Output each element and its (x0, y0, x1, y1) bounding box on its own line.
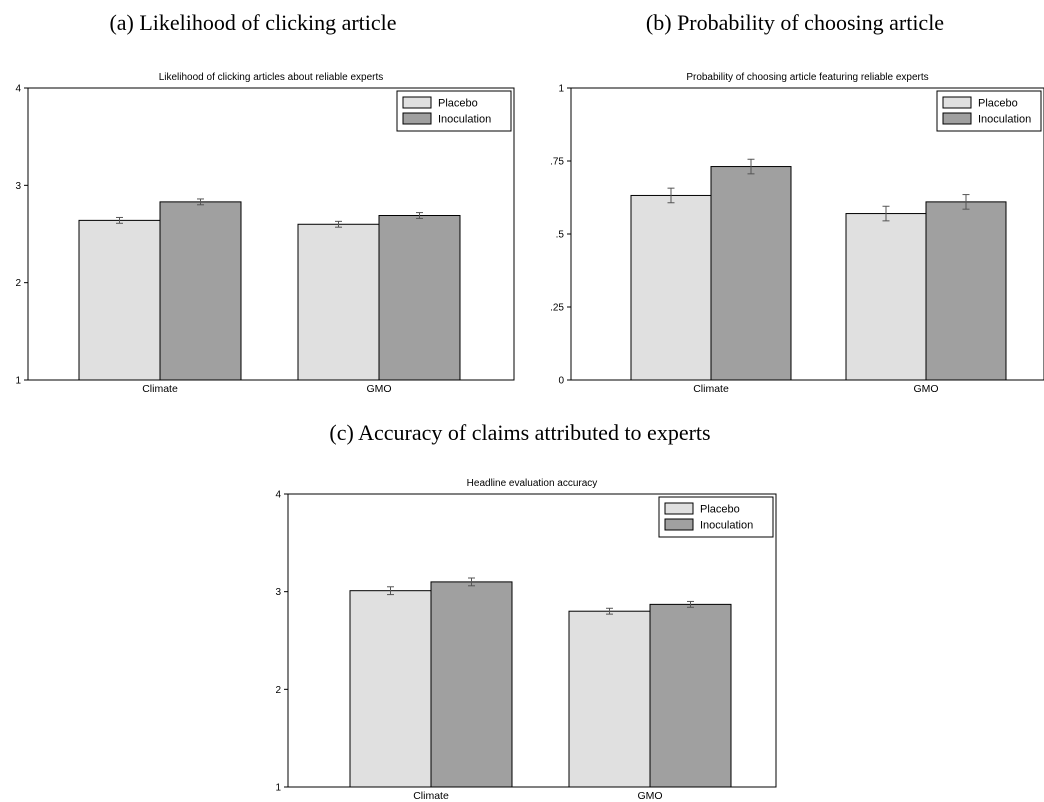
x-category-label: GMO (637, 790, 662, 802)
y-tick-label: .75 (550, 157, 564, 168)
legend-swatch-placebo (664, 502, 694, 515)
bar-placebo-climate (78, 219, 161, 381)
legend-swatch-inoculation (942, 112, 972, 125)
legend-label-placebo: Placebo (438, 98, 478, 110)
x-category-label: GMO (913, 383, 938, 395)
x-category-label: Climate (142, 383, 178, 395)
legend-swatch-placebo (402, 96, 432, 109)
bar-inoculation-climate (710, 166, 792, 381)
plot-frame (27, 87, 515, 381)
y-tick-label: 2 (275, 685, 281, 696)
chart-panel-a: Likelihood of clicking articles about re… (15, 72, 515, 395)
bar-inoculation-climate (159, 201, 242, 381)
y-tick-label: 1 (558, 84, 564, 95)
y-tick-label: 1 (275, 783, 281, 794)
bar-placebo-climate (349, 590, 432, 788)
bar-inoculation-gmo (378, 215, 461, 381)
x-category-label: Climate (693, 383, 729, 395)
caption-b: (b) Probability of choosing article (646, 10, 944, 35)
y-tick-label: .5 (556, 230, 565, 241)
caption-a: (a) Likelihood of clicking article (109, 10, 396, 35)
chart-panel-c: Headline evaluation accuracy 1 2 3 4 Climate G… (275, 478, 777, 802)
bar-placebo-gmo (568, 610, 651, 788)
y-tick-label: .25 (550, 303, 564, 314)
bar-inoculation-gmo (925, 201, 1007, 381)
plot-frame (287, 493, 777, 788)
legend-swatch-inoculation (402, 112, 432, 125)
y-tick-label: 2 (15, 278, 21, 289)
bar-placebo-climate (630, 194, 712, 381)
y-tick-label: 4 (275, 490, 281, 501)
y-tick-label: 3 (15, 181, 21, 192)
x-category-label: GMO (366, 383, 391, 395)
bar-inoculation-gmo (649, 603, 732, 788)
y-tick-label: 3 (275, 587, 281, 598)
legend-swatch-inoculation (664, 518, 694, 531)
y-tick-label: 1 (15, 376, 21, 387)
legend-label-inoculation: Inoculation (978, 114, 1031, 126)
legend-swatch-placebo (942, 96, 972, 109)
bar-placebo-gmo (845, 213, 927, 381)
caption-c: (c) Accuracy of claims attributed to exp… (329, 420, 710, 445)
bar-inoculation-climate (430, 581, 513, 788)
x-category-label: Climate (413, 790, 449, 802)
chart-title: Headline evaluation accuracy (467, 478, 598, 489)
legend-label-placebo: Placebo (978, 98, 1018, 110)
legend-label-placebo: Placebo (700, 504, 740, 516)
chart-panel-b: Probability of choosing article featurin… (550, 72, 1044, 395)
y-tick-label: 0 (558, 376, 564, 387)
chart-title: Likelihood of clicking articles about re… (159, 72, 384, 83)
bar-placebo-gmo (297, 223, 380, 381)
legend-label-inoculation: Inoculation (438, 114, 491, 126)
y-tick-label: 4 (15, 84, 21, 95)
chart-title: Probability of choosing article featurin… (686, 72, 928, 83)
legend-label-inoculation: Inoculation (700, 520, 753, 532)
